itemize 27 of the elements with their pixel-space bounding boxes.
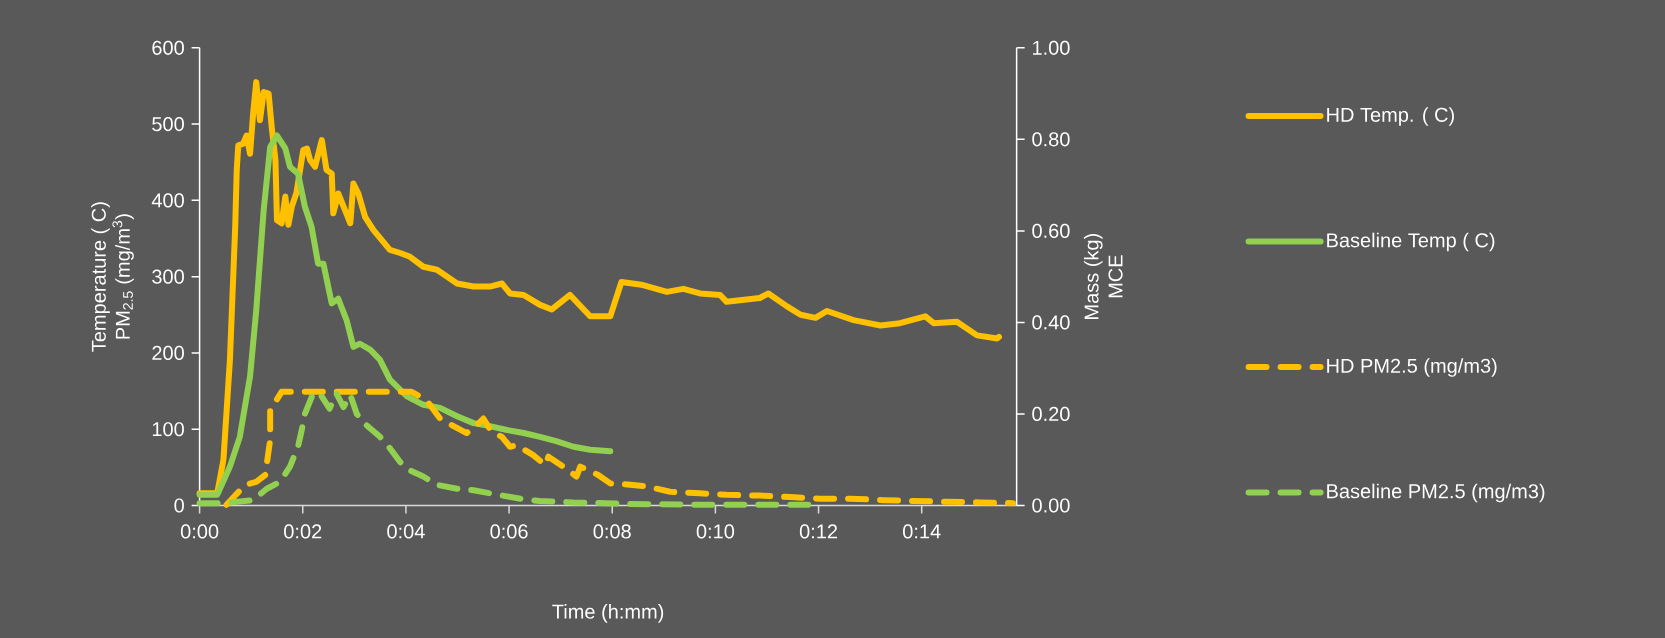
legend-label: HD Temp. ( C) bbox=[1327, 107, 1454, 126]
y2-tick-label: 0.80 bbox=[1032, 132, 1070, 147]
x-tick-label: 0:00 bbox=[180, 524, 219, 539]
y-tick-label: 200 bbox=[152, 345, 184, 361]
x-tick-label: 0:02 bbox=[284, 524, 322, 539]
y-tick-label: 400 bbox=[151, 193, 184, 208]
y-tick-label: 600 bbox=[152, 40, 184, 55]
x-tick-label: 0:14 bbox=[903, 524, 941, 539]
x-tick-label: 0:12 bbox=[799, 524, 838, 539]
y-tick-label: 100 bbox=[152, 422, 184, 437]
x-tick-label: 0:10 bbox=[696, 524, 735, 539]
legend-label: Baseline PM2.5 (mg/m3) bbox=[1327, 483, 1545, 503]
legend-label: Baseline Temp ( C) bbox=[1327, 232, 1495, 252]
x-axis-title: Time (h:mm) bbox=[552, 604, 664, 623]
y-tick-label: 0 bbox=[174, 498, 184, 513]
y2-tick-label: 0.60 bbox=[1032, 223, 1070, 238]
y2-axis-title: Mass (kg) MCE bbox=[1083, 234, 1123, 319]
y2-tick-label: 1.00 bbox=[1033, 40, 1070, 55]
legend-label: HD PM2.5 (mg/m3) bbox=[1327, 358, 1497, 377]
y-tick-label: 500 bbox=[152, 117, 184, 132]
y2-tick-label: 0.20 bbox=[1032, 406, 1070, 422]
x-tick-label: 0:08 bbox=[593, 524, 631, 539]
y-tick-label: 300 bbox=[152, 269, 184, 284]
y2-tick-label: 0.00 bbox=[1032, 498, 1070, 513]
y2-tick-label: 0.40 bbox=[1032, 315, 1070, 330]
x-tick-label: 0:04 bbox=[387, 524, 425, 539]
x-tick-label: 0:06 bbox=[490, 524, 528, 539]
